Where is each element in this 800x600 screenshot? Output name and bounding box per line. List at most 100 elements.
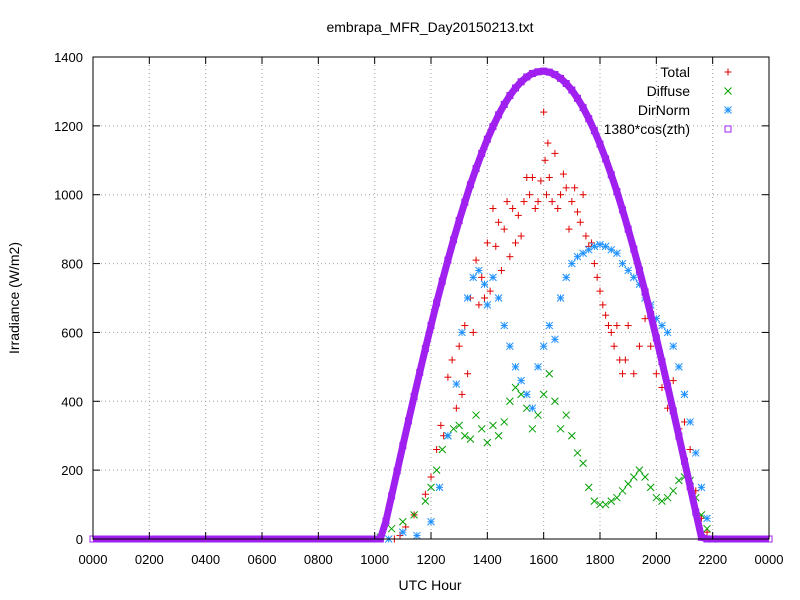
data-point: [475, 301, 483, 309]
data-point: [495, 111, 503, 119]
data-point: [432, 466, 441, 474]
series-plus: [390, 108, 717, 543]
y-tick-label: 800: [61, 257, 83, 272]
chart-title: embrapa_MFR_Day20150213.txt: [326, 19, 533, 35]
data-point: [500, 418, 509, 426]
data-point: [647, 342, 655, 350]
data-point: [635, 266, 643, 274]
data-point: [596, 500, 604, 509]
data-point: [601, 500, 610, 509]
data-point: [534, 411, 542, 419]
data-point: [686, 483, 694, 491]
x-tick-label: 2000: [642, 552, 671, 567]
data-point: [489, 123, 497, 131]
data-point: [410, 392, 418, 400]
data-point: [590, 260, 598, 268]
data-point: [596, 240, 604, 249]
data-point: [573, 94, 581, 102]
data-point: [567, 259, 576, 268]
data-point: [681, 457, 688, 465]
legend-label: Total: [660, 64, 690, 80]
data-point: [539, 342, 548, 351]
x-tick-label: 0000: [755, 552, 784, 567]
data-point: [692, 508, 700, 516]
data-point: [517, 376, 525, 385]
data-point: [517, 232, 525, 240]
data-point: [658, 497, 666, 505]
data-point: [545, 174, 553, 181]
data-point: [613, 249, 621, 258]
data-point: [610, 342, 618, 350]
data-point: [624, 225, 632, 233]
data-point: [452, 380, 461, 388]
data-point: [448, 356, 456, 364]
x-tick-label: 0800: [304, 552, 333, 567]
data-point: [461, 322, 469, 330]
legend-label: 1380*cos(zth): [604, 121, 690, 137]
x-tick-label: 1600: [529, 552, 558, 567]
data-point: [691, 449, 700, 457]
data-point: [497, 266, 505, 274]
data-point: [438, 445, 447, 454]
data-point: [427, 322, 435, 330]
data-point: [585, 115, 593, 123]
data-point: [607, 328, 615, 336]
y-tick-label: 0: [76, 532, 83, 547]
data-point: [452, 404, 460, 412]
data-point: [664, 382, 672, 390]
data-point: [506, 92, 514, 100]
data-point: [500, 321, 509, 330]
data-point: [703, 528, 711, 536]
data-point: [464, 370, 472, 378]
data-point: [629, 473, 638, 481]
data-point: [568, 86, 576, 94]
data-point: [599, 301, 607, 309]
data-point: [635, 466, 644, 474]
data-point: [551, 335, 559, 344]
y-tick-label: 1000: [54, 188, 83, 203]
data-point: [511, 363, 520, 371]
data-point: [703, 514, 711, 523]
y-tick-label: 400: [61, 394, 83, 409]
data-point: [433, 299, 441, 307]
data-point: [663, 328, 672, 337]
data-point: [466, 181, 474, 189]
data-point: [489, 204, 497, 212]
data-point: [534, 363, 542, 371]
data-point: [551, 71, 559, 79]
data-point: [528, 424, 537, 433]
data-point: [579, 191, 587, 199]
data-point: [444, 256, 452, 264]
data-point: [475, 266, 483, 275]
data-point: [506, 253, 514, 261]
data-point: [534, 198, 542, 206]
data-point: [686, 418, 694, 426]
legend-marker: [724, 87, 732, 95]
data-point: [540, 108, 548, 116]
data-point: [460, 431, 469, 440]
data-point: [393, 467, 401, 475]
data-point: [675, 432, 683, 440]
data-point: [545, 321, 554, 330]
data-point: [697, 483, 706, 492]
data-point: [480, 280, 489, 289]
data-point: [388, 492, 396, 500]
data-point: [512, 84, 519, 92]
data-point: [559, 170, 567, 178]
data-point: [421, 490, 429, 498]
data-point: [489, 421, 497, 430]
data-point: [590, 497, 599, 505]
data-point: [596, 140, 604, 148]
data-point: [483, 301, 492, 309]
data-point: [579, 459, 587, 468]
data-point: [455, 421, 464, 430]
data-point: [658, 358, 666, 366]
data-point: [458, 328, 466, 337]
data-point: [477, 424, 486, 433]
data-point: [652, 493, 661, 502]
data-point: [469, 328, 477, 336]
data-point: [444, 431, 452, 440]
data-point: [427, 517, 435, 526]
data-point: [458, 390, 466, 398]
